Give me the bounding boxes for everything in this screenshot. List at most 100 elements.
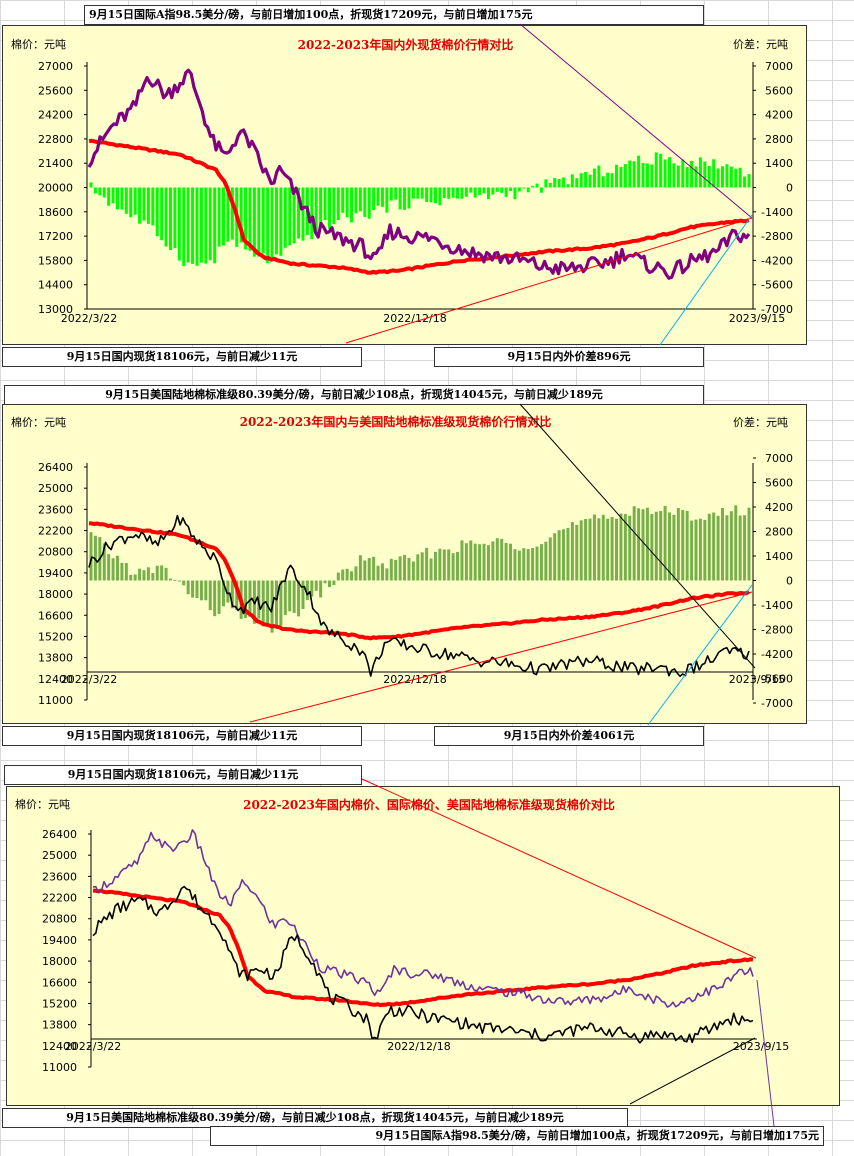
spread-bar <box>151 573 155 581</box>
y-tick-label: 20000 <box>38 182 73 195</box>
spread-bar <box>257 187 261 257</box>
y-tick-label: 15800 <box>38 254 73 267</box>
label-us-bottom: 9月15日美国陆地棉标准级80.39美分/磅，与前日减少108点，折现货1404… <box>2 1108 628 1128</box>
spread-bar <box>380 563 384 581</box>
y2-tick-label: -1400 <box>761 599 793 612</box>
y2-tick-label: -1400 <box>761 206 793 219</box>
spread-bar <box>107 187 111 206</box>
spread-bar <box>500 187 504 193</box>
y2-tick-label: 7000 <box>765 60 793 73</box>
spread-bar <box>177 187 181 261</box>
spread-bar <box>531 548 535 581</box>
spread-bar <box>566 527 570 581</box>
y-tick-label: 16600 <box>38 609 73 622</box>
spread-bar <box>606 172 610 188</box>
chart-3-plot: 26400 25000 23600 22200 20800 19400 18000 16600… <box>42 828 789 1074</box>
spread-bar <box>115 187 119 210</box>
y-tick-label: 12400 <box>42 1040 77 1053</box>
spread-bar <box>539 187 543 193</box>
spread-bar <box>486 187 490 200</box>
y-tick-label: 21400 <box>38 157 73 170</box>
label-us-top: 9月15日美国陆地棉标准级80.39美分/磅，与前日减少108点，折现货1404… <box>4 385 704 405</box>
spread-bar <box>177 580 181 582</box>
spread-bar <box>208 187 212 261</box>
spread-bar <box>676 508 680 581</box>
spread-bar <box>120 562 124 581</box>
spread-bar <box>279 187 283 256</box>
y-tick-label: 15200 <box>38 630 73 643</box>
spread-bar <box>641 162 645 188</box>
x-tick-label: 2022/12/18 <box>383 312 446 325</box>
spread-bar <box>420 552 424 581</box>
spread-bar <box>645 163 649 188</box>
spread-bar <box>623 514 627 581</box>
y2-tick-label: 7000 <box>765 452 793 465</box>
y2-tick-label: -5600 <box>761 279 793 292</box>
spread-bar <box>204 580 208 601</box>
spread-bar <box>668 157 672 188</box>
spread-bar <box>133 187 137 215</box>
spread-bar <box>464 543 468 581</box>
spread-bar <box>597 518 601 581</box>
spread-bar <box>663 505 667 581</box>
spread-bar <box>672 514 676 581</box>
spread-bars <box>89 505 751 633</box>
spread-bar <box>327 580 331 588</box>
spread-bar <box>650 164 654 188</box>
chart-3-ylabel: 棉价：元吨 <box>15 798 70 811</box>
spread-bar <box>376 187 380 206</box>
spread-bar <box>389 187 393 201</box>
x-tick-label: 2022/3/22 <box>61 673 117 686</box>
spread-bar <box>191 187 195 264</box>
spread-bar <box>703 519 707 581</box>
spread-bar <box>597 165 601 188</box>
spread-bar <box>707 513 711 581</box>
spread-bar <box>676 165 680 188</box>
spread-bar <box>283 580 287 615</box>
x-tick-label: 2022/12/18 <box>387 1040 450 1053</box>
spread-bar <box>637 155 641 188</box>
spread-bar <box>509 187 513 192</box>
spread-bar <box>654 152 658 188</box>
spread-bar <box>292 580 296 613</box>
y2-tick-label: 0 <box>786 575 793 588</box>
y-tick-label: 16600 <box>42 976 77 989</box>
spread-bar <box>164 187 168 247</box>
y-tick-label: 13000 <box>38 303 73 316</box>
spread-bars <box>89 152 751 267</box>
spread-bar <box>619 167 623 188</box>
spread-bar <box>743 176 747 188</box>
spread-bar <box>721 166 725 188</box>
spread-bar <box>615 518 619 581</box>
spread-bar <box>173 579 177 581</box>
spread-bar <box>416 554 420 581</box>
spread-bar <box>725 515 729 581</box>
label-domestic-1: 9月15日国内现货18106元，与前日减少11元 <box>2 347 362 367</box>
spread-bar <box>743 515 747 581</box>
y2-tick-label: -4200 <box>761 254 793 267</box>
spread-bar <box>336 187 340 221</box>
spread-bar <box>160 187 164 241</box>
chart-1-title: 2022-2023年国内外现货棉价行情对比 <box>297 38 514 52</box>
spread-bar <box>248 187 252 251</box>
y-tick-label: 20800 <box>38 546 73 559</box>
spread-bar <box>102 543 106 581</box>
spread-bar <box>363 187 367 217</box>
spread-bar <box>531 185 535 188</box>
spread-bar <box>685 510 689 581</box>
spread-bar <box>575 178 579 188</box>
spread-bar <box>738 515 742 581</box>
spread-bar <box>186 187 190 263</box>
spread-bar <box>584 171 588 188</box>
spread-bar <box>460 540 464 581</box>
y-tick-label: 26400 <box>42 828 77 841</box>
spread-bar <box>345 568 349 581</box>
x-tick-label: 2023/9/15 <box>729 312 785 325</box>
spread-bar <box>698 157 702 188</box>
label-domestic-3: 9月15日国内现货18106元，与前日减少11元 <box>4 765 362 785</box>
spread-bar <box>226 187 230 242</box>
spread-bar <box>641 509 645 581</box>
spread-bar <box>628 515 632 581</box>
spread-bar <box>562 529 566 581</box>
spread-bar <box>142 187 146 221</box>
